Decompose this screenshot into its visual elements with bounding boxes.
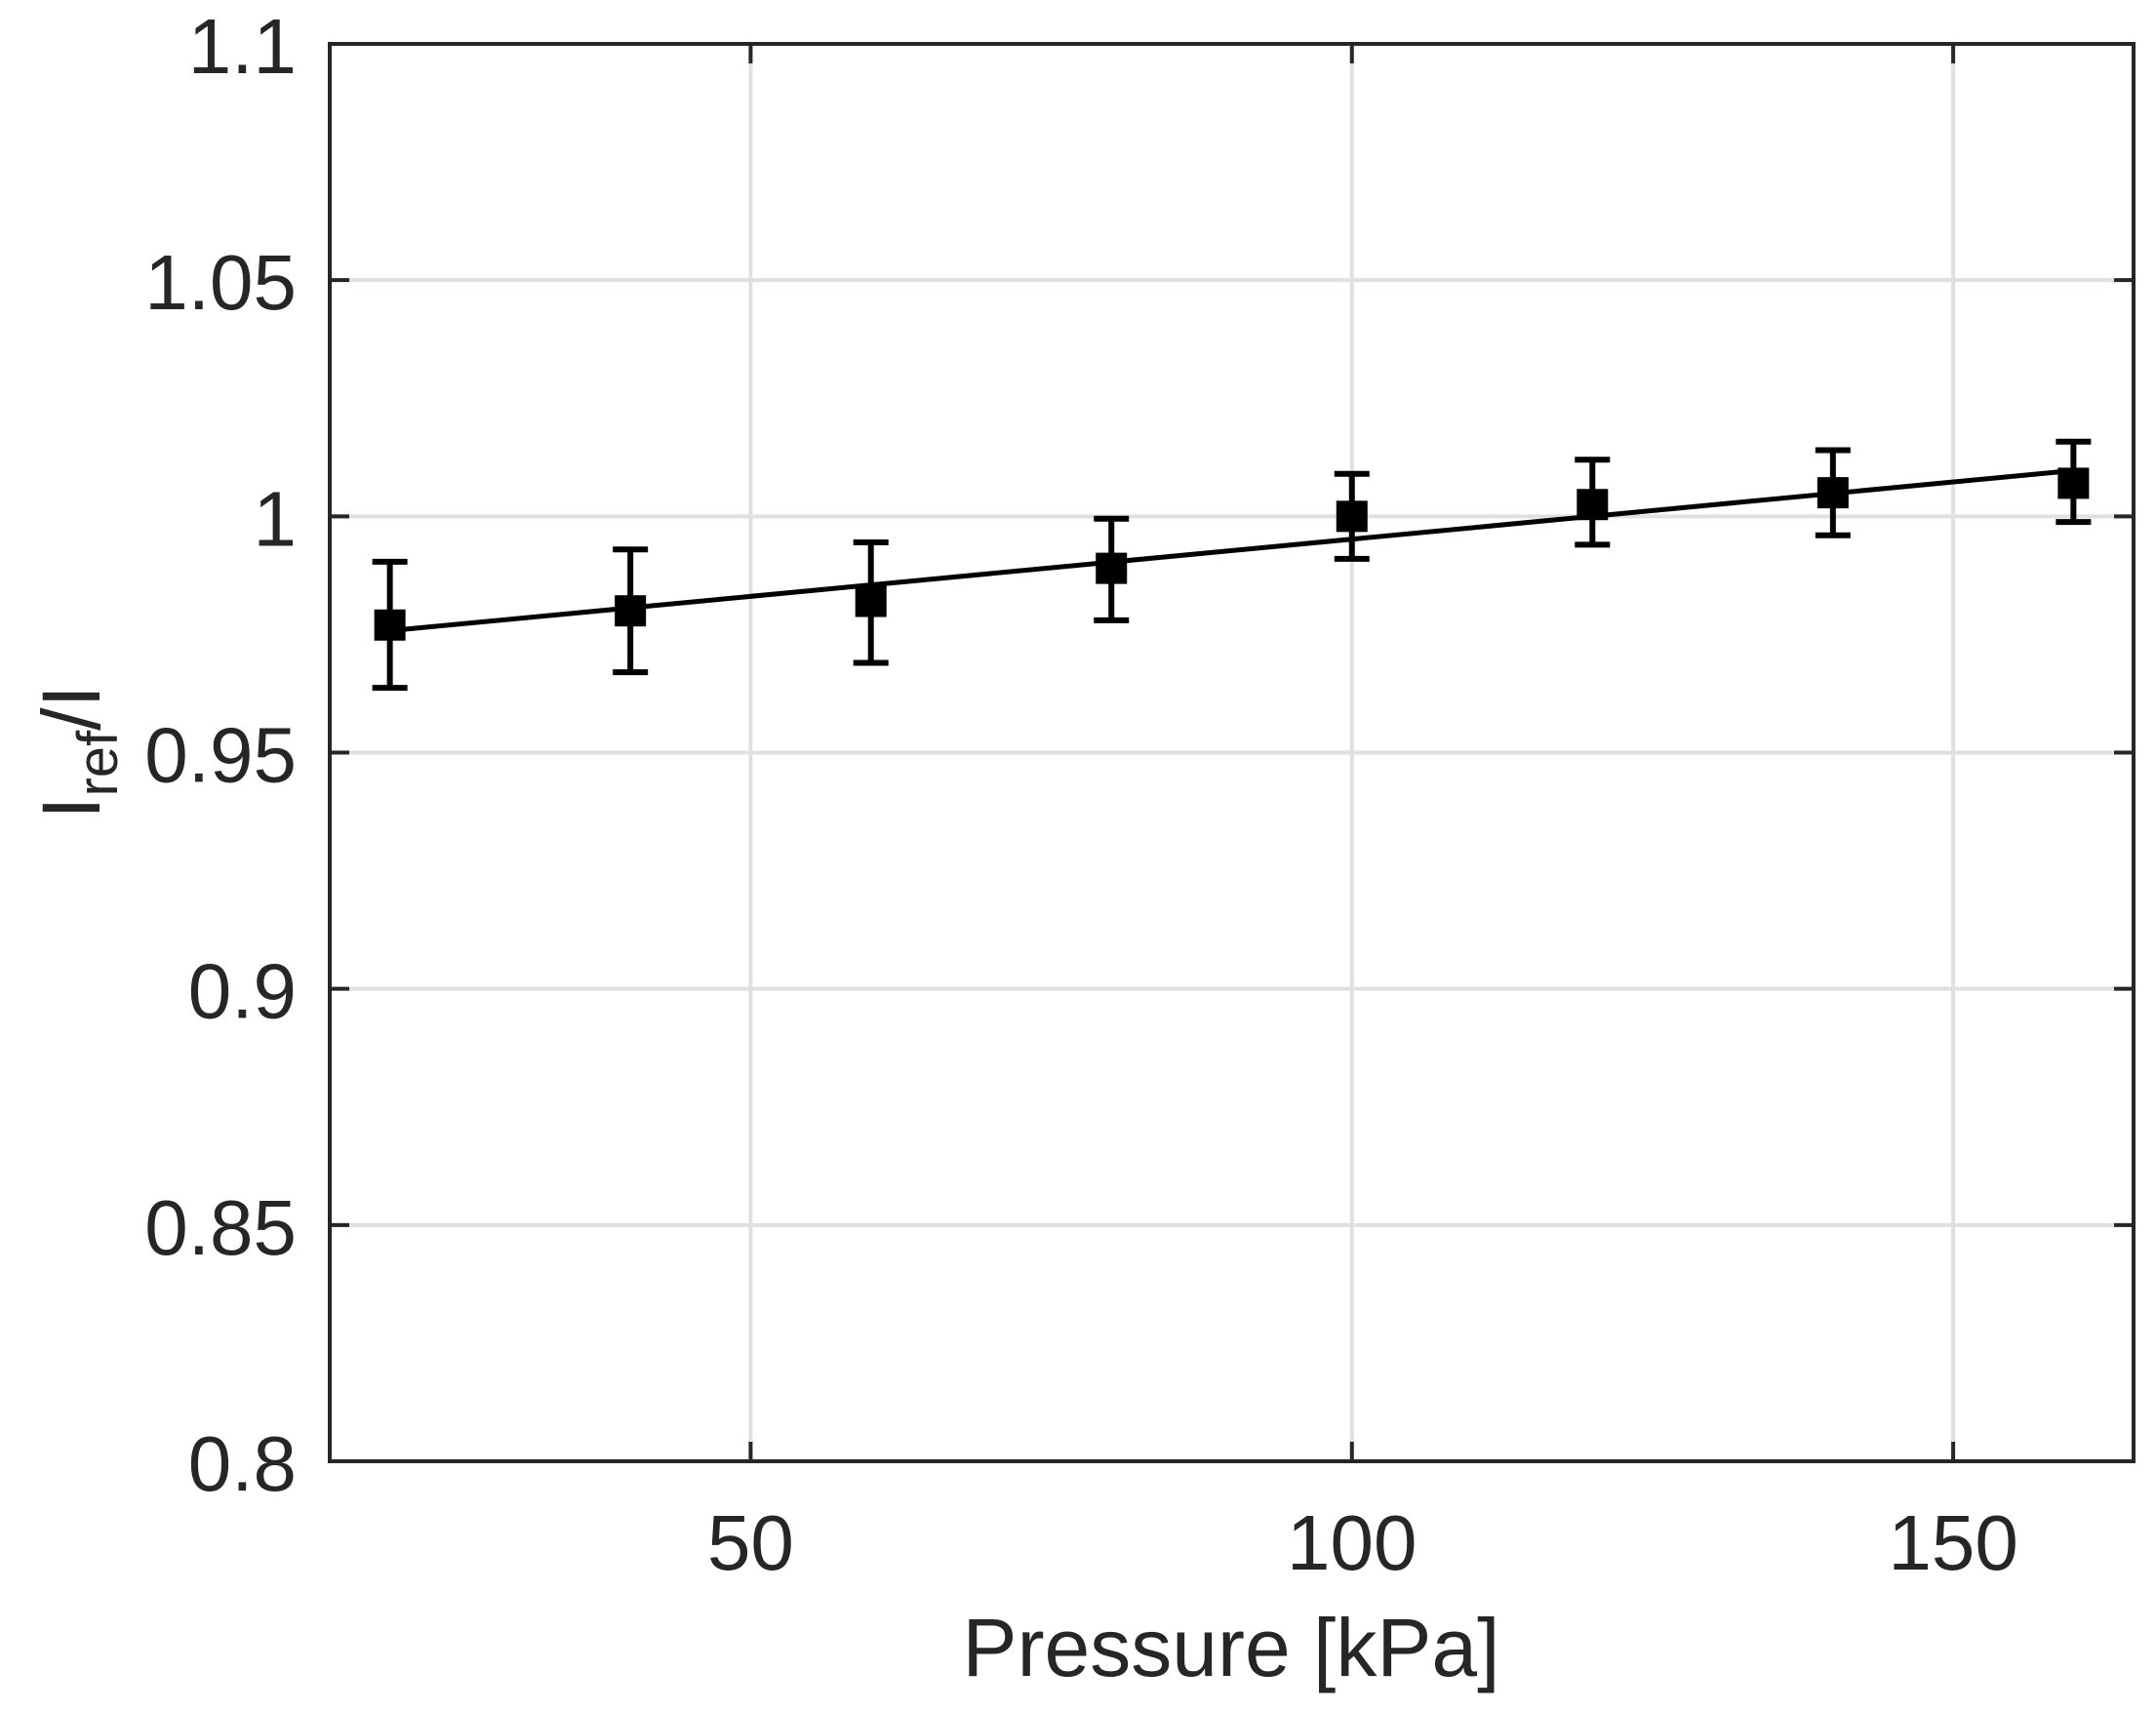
x-tick-label: 100 [1287, 1499, 1417, 1586]
y-tick-label: 0.95 [144, 712, 297, 799]
data-point-marker [1336, 500, 1368, 533]
y-axis-label-base: I [25, 797, 117, 819]
y-axis-label-suffix: /I [25, 685, 117, 731]
data-point-marker [1577, 489, 1609, 521]
y-axis-label: Iref/I [25, 685, 130, 819]
data-point-marker [374, 609, 406, 641]
data-point-marker [855, 585, 887, 617]
x-tick-label: 150 [1888, 1499, 2017, 1586]
data-point-marker [1096, 552, 1128, 584]
x-tick-label: 50 [707, 1499, 794, 1586]
y-tick-label: 0.85 [144, 1184, 297, 1271]
x-axis-label: Pressure [kPa] [963, 1602, 1500, 1693]
y-tick-label: 1.1 [188, 3, 297, 90]
y-tick-label: 0.8 [188, 1420, 297, 1507]
y-tick-label: 0.9 [188, 948, 297, 1035]
fit-line [389, 467, 2074, 634]
data-point-marker [1817, 477, 1849, 509]
data-point-marker [2057, 467, 2090, 499]
y-tick-label: 1 [254, 475, 298, 562]
data-point-marker [615, 595, 647, 627]
y-axis-label-subscript: ref [66, 730, 130, 797]
y-tick-label: 1.05 [144, 239, 297, 326]
